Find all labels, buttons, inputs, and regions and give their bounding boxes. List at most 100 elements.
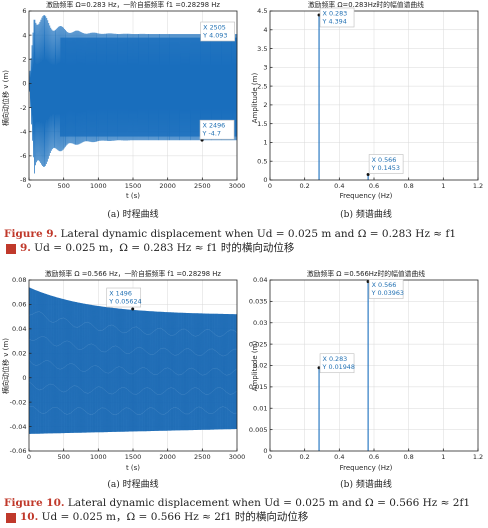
fig9b-ytick-label: 4.5 bbox=[257, 7, 267, 15]
fig9b-ytick-label: 2.5 bbox=[257, 82, 267, 90]
fig9a-datatip-box bbox=[200, 21, 235, 42]
fig10b-subcaption: (b) 频谱曲线 bbox=[340, 478, 392, 490]
fig10a-ytick-label: 0.04 bbox=[12, 325, 26, 333]
fig9a-xtick-label: 1500 bbox=[125, 182, 142, 190]
fig10a-ylabel: 横向动位移 v (m) bbox=[1, 338, 10, 394]
fig9a-datatip-x: X 2505 bbox=[203, 24, 226, 32]
fig9a-ylabel: 横向动位移 v (m) bbox=[1, 70, 10, 126]
fig9-caption-en-text: Lateral dynamic displacement when Ud = 0… bbox=[57, 228, 457, 240]
fig9a-ytick-label: 0 bbox=[22, 80, 26, 88]
fig9a-ytick-label: 4 bbox=[22, 31, 26, 39]
fig10b-ytick-label: 0.02 bbox=[253, 362, 267, 370]
fig9b-xlabel: Frequency (Hz) bbox=[340, 192, 393, 200]
fig9b-xtick-label: 0.2 bbox=[299, 182, 309, 190]
fig9b-xtick-label: 0.4 bbox=[334, 182, 344, 190]
fig10b-xlabel: Frequency (Hz) bbox=[340, 464, 393, 472]
fig9-caption-cn-text: Ud = 0.025 m，Ω = 0.283 Hz ≈ f1 时的横向动位移 bbox=[30, 242, 295, 254]
fig10b-xtick-label: 0.2 bbox=[299, 453, 309, 461]
fig10b-xtick-label: 0.6 bbox=[369, 453, 379, 461]
fig10b-ytick-label: 0.025 bbox=[249, 340, 268, 348]
fig9b-ytick-label: 0.5 bbox=[257, 157, 267, 165]
fig9a-ytick-label: 6 bbox=[22, 7, 26, 15]
fig10a-xtick-label: 3000 bbox=[229, 453, 246, 461]
fig9b-ytick-label: 4 bbox=[263, 26, 267, 34]
fig9b-ytick-label: 0 bbox=[263, 176, 267, 184]
fig9b-xtick-label: 0.8 bbox=[403, 182, 413, 190]
fig10-caption-en-text: Lateral dynamic displacement when Ud = 0… bbox=[64, 497, 471, 509]
fig10a-ytick-label: -0.06 bbox=[10, 447, 27, 455]
fig9b-xtick-label: 1.2 bbox=[473, 182, 483, 190]
fig10a-xtick-label: 2000 bbox=[159, 453, 176, 461]
fig9-caption-cn: 9. Ud = 0.025 m，Ω = 0.283 Hz ≈ f1 时的横向动位… bbox=[20, 242, 294, 255]
fig9b-ytick-label: 1.5 bbox=[257, 120, 267, 128]
fig10b-title: 激励频率 Ω =0.566Hz时的幅值谱曲线 bbox=[307, 269, 425, 278]
fig10-caption-cn-label: 10. bbox=[20, 511, 39, 523]
fig10a-xtick-label: 0 bbox=[27, 453, 31, 461]
fig9b-xtick-label: 0 bbox=[268, 182, 272, 190]
fig9b-datatip-box bbox=[319, 7, 355, 28]
fig9a-xtick-label: 0 bbox=[27, 182, 31, 190]
fig10a-ytick-label: 0 bbox=[22, 374, 26, 382]
fig10a-xtick-label: 500 bbox=[57, 453, 69, 461]
fig9a-ytick-label: 2 bbox=[22, 55, 26, 63]
fig10-caption-cn-marker bbox=[6, 513, 16, 523]
fig9a-subcaption: (a) 时程曲线 bbox=[107, 208, 158, 220]
fig9b-datatip-box bbox=[368, 154, 404, 174]
fig10a-xtick-label: 1500 bbox=[125, 453, 142, 461]
fig9-caption-cn-marker bbox=[6, 244, 16, 254]
fig9b-datatip-y: Y 0.1453 bbox=[371, 164, 400, 172]
fig9a-xtick-label: 2000 bbox=[159, 182, 176, 190]
fig10a-ytick-label: -0.02 bbox=[10, 398, 27, 406]
fig10b-datatip-x: X 0.566 bbox=[372, 281, 397, 289]
fig9a-xtick-label: 1000 bbox=[90, 182, 107, 190]
fig9-caption-en-label: Figure 9. bbox=[4, 228, 58, 240]
fig10b-ytick-label: 0.04 bbox=[253, 276, 267, 284]
fig9a-ytick-label: -8 bbox=[20, 176, 26, 184]
fig9a-datatip-x: X 2496 bbox=[203, 122, 226, 130]
fig10a-datatip-x: X 1496 bbox=[109, 290, 132, 298]
fig9b-ytick-label: 3 bbox=[263, 64, 267, 72]
fig9a-xtick-label: 3000 bbox=[229, 182, 246, 190]
fig10b-xtick-label: 1.2 bbox=[473, 453, 483, 461]
fig9a-ytick-label: -4 bbox=[20, 128, 26, 136]
fig9a-ytick-label: -2 bbox=[20, 104, 26, 112]
fig9b-datatip-x: X 0.566 bbox=[372, 156, 397, 164]
fig9b-subcaption: (b) 频谱曲线 bbox=[340, 208, 392, 220]
fig9a-datatip-y: Y -4.7 bbox=[202, 130, 221, 138]
fig9a-xlabel: t (s) bbox=[126, 192, 140, 200]
fig10b-xtick-label: 0.8 bbox=[403, 453, 413, 461]
fig10a-xtick-label: 1000 bbox=[90, 453, 107, 461]
fig10a-title: 激励频率 Ω =0.566 Hz，一阶自振频率 f1 =0.28298 Hz bbox=[45, 269, 221, 278]
fig10b-xtick-label: 0 bbox=[268, 453, 272, 461]
fig10b-panel: 激励频率 Ω =0.566Hz时的幅值谱曲线 Frequency (Hz) Am… bbox=[249, 269, 483, 490]
fig10b-ytick-label: 0.03 bbox=[253, 319, 267, 327]
fig10b-xtick-label: 0.4 bbox=[334, 453, 344, 461]
fig10b-datatip-box bbox=[319, 353, 355, 374]
fig10a-ytick-label: 0.06 bbox=[12, 301, 26, 309]
fig10-caption-en: Figure 10. Lateral dynamic displacement … bbox=[4, 497, 470, 510]
fig10b-xtick-label: 1 bbox=[441, 453, 445, 461]
fig9a-datatip-y: Y 4.093 bbox=[202, 32, 227, 40]
fig10b-ytick-label: 0.015 bbox=[249, 383, 268, 391]
fig9a-ytick-label: -6 bbox=[20, 152, 26, 160]
fig10a-ytick-label: 0.02 bbox=[12, 349, 26, 357]
fig9-caption-cn-label: 9. bbox=[20, 242, 31, 254]
fig9b-panel: 激励频率 Ω=0.283Hz时的幅值谱曲线 Frequency (Hz) Amp… bbox=[251, 0, 483, 220]
fig10b-ytick-label: 0.035 bbox=[249, 298, 268, 306]
fig10a-datatip-box bbox=[106, 287, 142, 308]
fig10a-ytick-label: 0.08 bbox=[12, 276, 26, 284]
fig9b-ytick-label: 3.5 bbox=[257, 45, 267, 53]
fig9b-ylabel: Amplitude (m) bbox=[251, 73, 259, 124]
fig9a-xtick-label: 500 bbox=[57, 182, 69, 190]
fig10-caption-cn: 10. Ud = 0.025 m，Ω = 0.566 Hz ≈ 2f1 时的横向… bbox=[20, 511, 308, 524]
fig10a-xlabel: t (s) bbox=[126, 464, 140, 472]
fig9b-xtick-label: 0.6 bbox=[369, 182, 379, 190]
fig9a-title: 激励频率 Ω=0.283 Hz，一阶自振频率 f1 =0.28298 Hz bbox=[46, 0, 220, 9]
fig9a-xtick-label: 2500 bbox=[194, 182, 211, 190]
fig10b-ytick-label: 0 bbox=[263, 447, 267, 455]
fig10a-xtick-label: 2500 bbox=[194, 453, 211, 461]
fig9b-title: 激励频率 Ω=0.283Hz时的幅值谱曲线 bbox=[308, 0, 424, 9]
fig10b-datatip-x: X 0.283 bbox=[323, 355, 348, 363]
fig9b-ytick-label: 2 bbox=[263, 101, 267, 109]
